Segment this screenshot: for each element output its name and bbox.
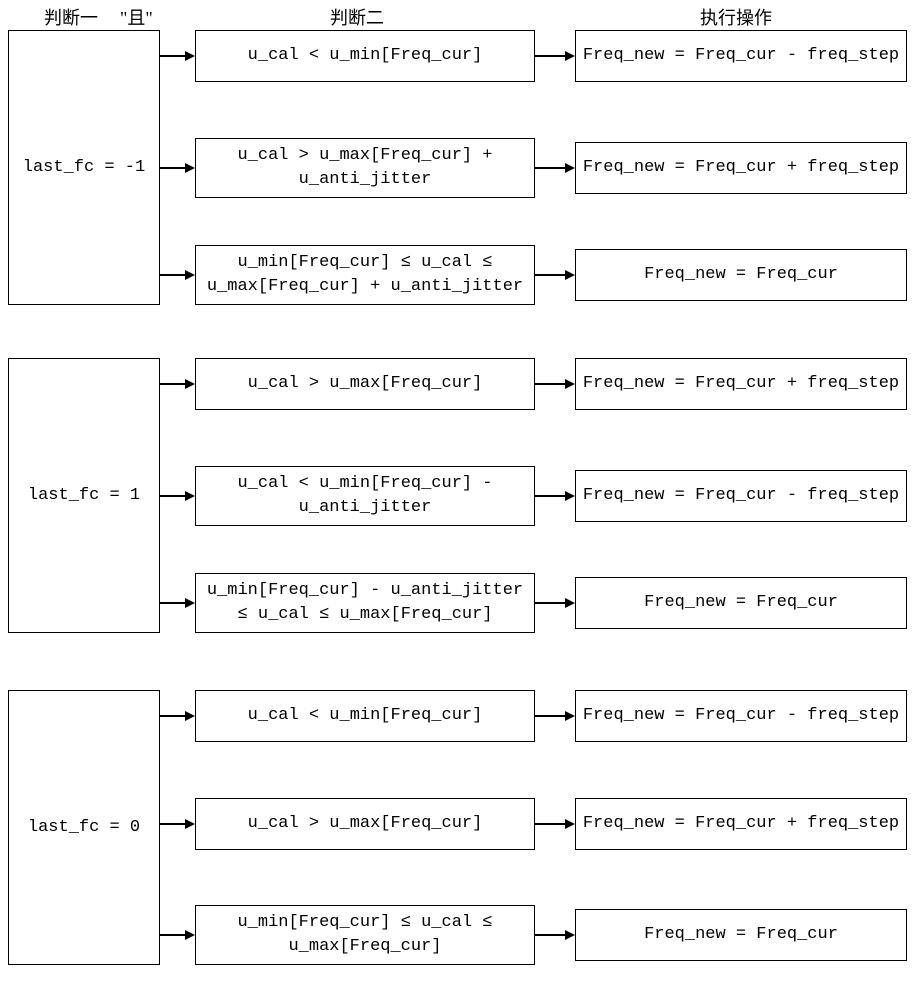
arrow-line	[160, 934, 187, 936]
header-action: 执行操作	[700, 4, 772, 30]
header-cond2: 判断二	[330, 4, 384, 30]
arrow-head-icon	[185, 163, 195, 173]
arrow-line	[160, 602, 187, 604]
cond2-box: u_min[Freq_cur] - u_anti_jitter≤ u_cal ≤…	[195, 573, 535, 633]
arrow-head-icon	[565, 491, 575, 501]
arrow-line	[535, 167, 567, 169]
arrow-line	[535, 55, 567, 57]
header-cond1: 判断一	[44, 4, 98, 30]
header-and: "且"	[120, 4, 153, 30]
arrow-line	[160, 167, 187, 169]
arrow-head-icon	[185, 270, 195, 280]
arrow-head-icon	[565, 163, 575, 173]
cond2-box: u_cal > u_max[Freq_cur]	[195, 358, 535, 410]
arrow-line	[535, 602, 567, 604]
arrow-line	[160, 823, 187, 825]
arrow-head-icon	[185, 598, 195, 608]
arrow-head-icon	[185, 930, 195, 940]
cond1-box: last_fc = 1	[8, 358, 160, 633]
action-box: Freq_new = Freq_cur + freq_step	[575, 798, 907, 850]
action-box: Freq_new = Freq_cur + freq_step	[575, 358, 907, 410]
arrow-head-icon	[185, 491, 195, 501]
arrow-head-icon	[565, 379, 575, 389]
cond1-box: last_fc = -1	[8, 30, 160, 305]
arrow-head-icon	[185, 379, 195, 389]
action-box: Freq_new = Freq_cur	[575, 249, 907, 301]
arrow-head-icon	[565, 270, 575, 280]
arrow-line	[160, 715, 187, 717]
arrow-head-icon	[565, 598, 575, 608]
arrow-line	[535, 383, 567, 385]
arrow-line	[160, 495, 187, 497]
arrow-line	[535, 823, 567, 825]
arrow-line	[535, 495, 567, 497]
cond2-box: u_cal < u_min[Freq_cur]	[195, 30, 535, 82]
arrow-line	[535, 715, 567, 717]
arrow-head-icon	[185, 51, 195, 61]
action-box: Freq_new = Freq_cur - freq_step	[575, 470, 907, 522]
action-box: Freq_new = Freq_cur	[575, 577, 907, 629]
arrow-line	[160, 274, 187, 276]
arrow-head-icon	[565, 711, 575, 721]
action-box: Freq_new = Freq_cur - freq_step	[575, 690, 907, 742]
arrow-line	[160, 55, 187, 57]
arrow-line	[535, 934, 567, 936]
action-box: Freq_new = Freq_cur + freq_step	[575, 142, 907, 194]
arrow-head-icon	[565, 819, 575, 829]
arrow-head-icon	[565, 930, 575, 940]
arrow-head-icon	[185, 819, 195, 829]
arrow-line	[535, 274, 567, 276]
cond1-box: last_fc = 0	[8, 690, 160, 965]
cond2-box: u_cal > u_max[Freq_cur] +u_anti_jitter	[195, 138, 535, 198]
arrow-line	[160, 383, 187, 385]
arrow-head-icon	[185, 711, 195, 721]
cond2-box: u_min[Freq_cur] ≤ u_cal ≤u_max[Freq_cur]	[195, 905, 535, 965]
cond2-box: u_cal < u_min[Freq_cur] -u_anti_jitter	[195, 466, 535, 526]
cond2-box: u_cal > u_max[Freq_cur]	[195, 798, 535, 850]
action-box: Freq_new = Freq_cur - freq_step	[575, 30, 907, 82]
action-box: Freq_new = Freq_cur	[575, 909, 907, 961]
cond2-box: u_min[Freq_cur] ≤ u_cal ≤u_max[Freq_cur]…	[195, 245, 535, 305]
cond2-box: u_cal < u_min[Freq_cur]	[195, 690, 535, 742]
arrow-head-icon	[565, 51, 575, 61]
